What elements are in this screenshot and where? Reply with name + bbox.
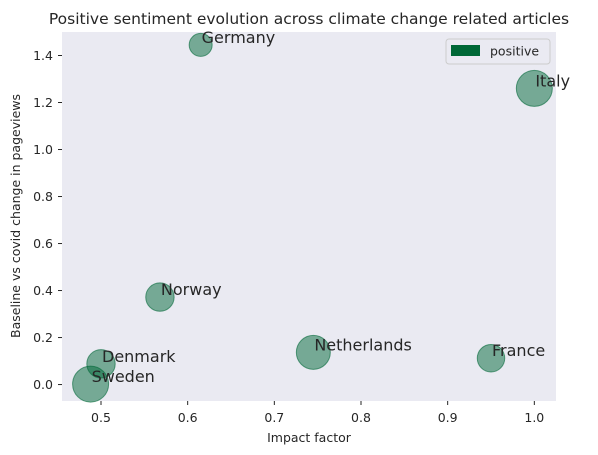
x-tick-label: 0.8: [351, 410, 371, 425]
legend: positive: [445, 38, 551, 65]
chart-title: Positive sentiment evolution across clim…: [49, 10, 569, 28]
y-tick-label: 1.2: [33, 95, 53, 110]
y-axis-ticks: 0.0 0.2 0.4 0.6 0.8 1.0 1.2 1.4: [33, 48, 62, 392]
x-axis-ticks: 0.5 0.6 0.7 0.8 0.9 1.0: [91, 401, 544, 425]
point-label-norway: Norway: [161, 280, 222, 299]
point-labels-layer: Germany Italy Norway Netherlands France Denma…: [92, 28, 570, 386]
x-tick-label: 0.7: [264, 410, 284, 425]
y-tick-label: 1.0: [33, 142, 53, 157]
data-point-italy: [515, 69, 553, 107]
x-axis-title: Impact factor: [267, 430, 352, 445]
x-tick-label: 0.6: [178, 410, 198, 425]
point-label-germany: Germany: [202, 28, 276, 47]
y-tick-label: 0.2: [33, 330, 53, 345]
y-tick-label: 0.8: [33, 189, 53, 204]
y-tick-label: 0.0: [33, 377, 53, 392]
y-tick-label: 1.4: [33, 48, 53, 63]
point-label-denmark: Denmark: [102, 347, 176, 366]
data-point-netherlands: [295, 334, 331, 370]
point-label-sweden: Sweden: [92, 367, 155, 386]
data-point-sweden: [72, 365, 110, 403]
points-layer: [72, 32, 553, 403]
y-axis-title: Baseline vs covid change in pageviews: [8, 94, 23, 338]
y-tick-label: 0.6: [33, 236, 53, 251]
legend-swatch: [451, 45, 480, 56]
point-label-france: France: [492, 341, 545, 360]
point-label-netherlands: Netherlands: [314, 335, 412, 354]
data-point-france: [476, 344, 506, 373]
x-tick-label: 0.9: [438, 410, 458, 425]
x-tick-label: 0.5: [91, 410, 111, 425]
data-point-germany: [188, 32, 213, 57]
y-tick-label: 0.4: [33, 283, 53, 298]
data-point-norway: [145, 282, 175, 312]
legend-label: positive: [490, 44, 539, 59]
point-label-italy: Italy: [535, 71, 570, 90]
x-tick-label: 1.0: [524, 410, 544, 425]
